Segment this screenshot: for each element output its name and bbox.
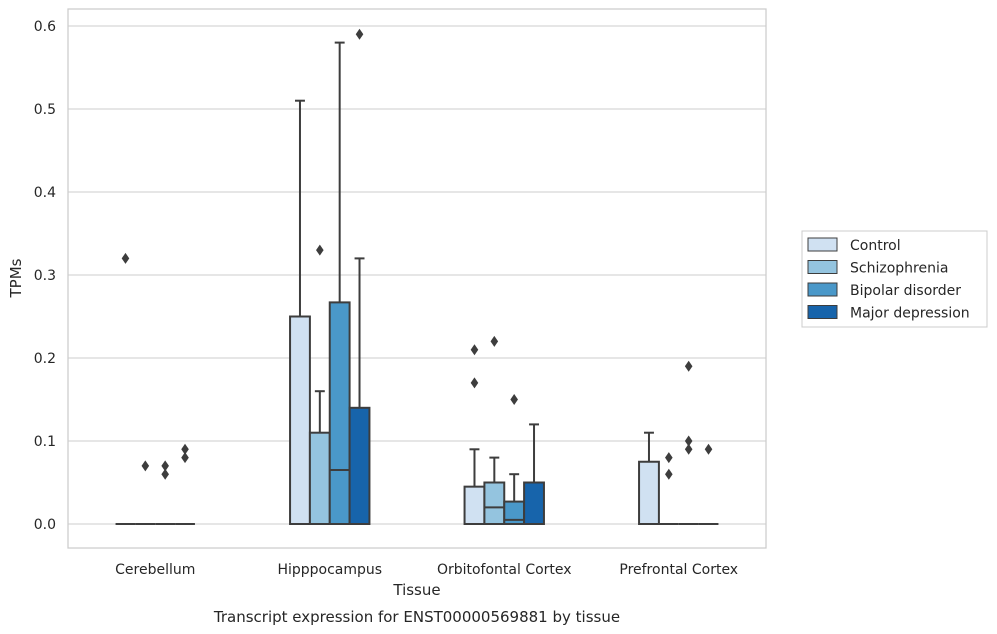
outlier-point xyxy=(121,252,130,264)
y-tick-label: 0.1 xyxy=(34,434,56,450)
outlier-point xyxy=(665,468,673,480)
box xyxy=(348,406,371,525)
outlier-point xyxy=(510,394,518,405)
plot-frame xyxy=(67,8,767,549)
outlier-point xyxy=(316,244,324,256)
outlier-point xyxy=(141,460,150,472)
plot-area xyxy=(68,9,766,548)
box xyxy=(289,315,311,525)
y-tick-label: 0.2 xyxy=(34,351,56,367)
outlier-point xyxy=(161,460,169,472)
box xyxy=(308,431,331,526)
outlier-point xyxy=(704,443,713,455)
legend-swatch xyxy=(807,282,838,297)
outlier-point xyxy=(470,377,479,389)
x-tick-label: Orbitofontal Cortex xyxy=(437,562,572,578)
outlier-point xyxy=(181,452,189,464)
x-axis-ticks: Cerebellum Hipppocampus Orbitofontal Corte… xyxy=(115,562,738,578)
y-axis-label: TPMs xyxy=(7,258,25,298)
legend-label: Schizophrenia xyxy=(850,261,948,277)
y-axis-ticks: 0.0 0.1 0.2 0.3 0.4 0.5 0.6 xyxy=(34,19,56,533)
box xyxy=(523,481,545,525)
outlier-point xyxy=(355,28,364,40)
box-series xyxy=(115,28,719,526)
x-axis-label: Tissue xyxy=(392,581,440,599)
outlier-point xyxy=(665,452,673,464)
chart-caption: Transcript expression for ENST0000056988… xyxy=(213,608,620,626)
outlier-point xyxy=(684,443,693,455)
legend-swatch xyxy=(807,260,838,274)
legend-swatch xyxy=(807,305,838,319)
legend-label: Major depression xyxy=(850,306,970,322)
outlier-point xyxy=(490,335,499,347)
box xyxy=(328,301,351,526)
outlier-point xyxy=(684,435,693,447)
y-tick-label: 0.4 xyxy=(34,185,56,201)
box xyxy=(638,460,660,525)
outlier-point xyxy=(181,443,189,455)
outlier-point xyxy=(470,344,479,356)
legend-label: Bipolar disorder xyxy=(850,283,961,299)
y-tick-label: 0.5 xyxy=(34,102,56,118)
y-tick-label: 0.6 xyxy=(34,19,56,35)
legend-swatch xyxy=(807,237,838,252)
grid-lines xyxy=(68,25,766,525)
x-tick-label: Hipppocampus xyxy=(277,562,382,578)
x-tick-label: Cerebellum xyxy=(115,562,195,578)
x-tick-label: Prefrontal Cortex xyxy=(619,562,738,578)
outlier-point xyxy=(684,360,693,372)
box xyxy=(483,481,506,525)
y-tick-label: 0.3 xyxy=(34,268,56,284)
y-tick-label: 0.0 xyxy=(34,517,56,533)
legend: Control Schizophrenia Bipolar disorder Majo… xyxy=(801,230,988,328)
box xyxy=(463,485,486,525)
legend-label: Control xyxy=(850,238,901,254)
outlier-point xyxy=(161,468,169,480)
